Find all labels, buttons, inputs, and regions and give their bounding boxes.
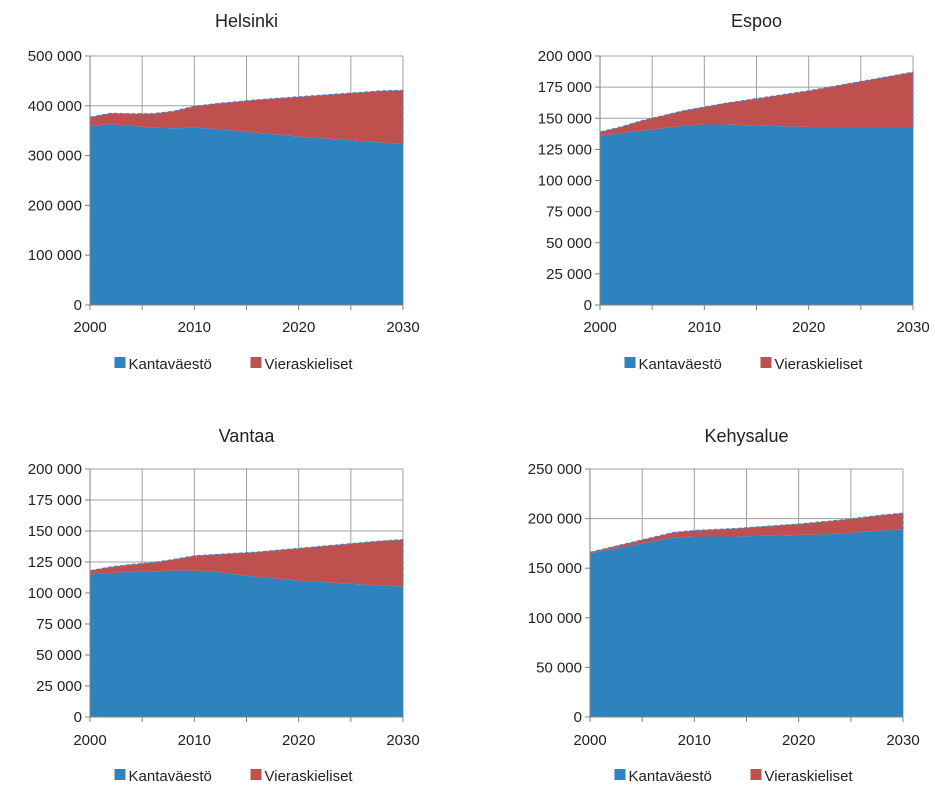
y-tick-label: 300 000 (28, 148, 82, 165)
y-tick-label: 125 000 (538, 141, 592, 158)
y-tick-label: 150 000 (528, 560, 582, 577)
chart-panel-espoo: Espoo 0 25 000 50 000 75 000 100 000 125 000 15… (538, 11, 930, 373)
y-tick-label: 0 (584, 297, 592, 314)
area-kantavaesto (90, 124, 403, 305)
y-tick-label: 0 (574, 709, 582, 726)
area-outline (599, 71, 914, 133)
x-tick-label: 2000 (73, 319, 106, 336)
x-tick-label: 2030 (386, 732, 419, 749)
area-vieraskieliset (90, 539, 403, 587)
x-tick-label: 2010 (678, 732, 711, 749)
area-kantavaesto (90, 570, 403, 717)
legend-swatch-vieraskieliset (760, 357, 772, 368)
y-tick-label: 400 000 (28, 98, 82, 115)
legend-label-vieraskieliset: Vieraskieliset (265, 356, 354, 373)
y-tick-label: 50 000 (36, 647, 82, 664)
area-outline (89, 539, 404, 587)
chart-panel-vantaa: Vantaa 0 25 000 50 000 75 000 100 000 125 000 1… (28, 426, 420, 785)
chart-title: Vantaa (219, 426, 276, 446)
x-tick-label: 2020 (792, 319, 825, 336)
area-kantavaesto (590, 529, 903, 717)
x-tick-label: 2030 (386, 319, 419, 336)
x-tick-label: 2000 (583, 319, 616, 336)
area-vieraskieliset (600, 72, 913, 136)
legend-swatch-vieraskieliset (250, 769, 262, 780)
legend-swatch-vieraskieliset (750, 769, 762, 780)
x-tick-label: 2000 (73, 732, 106, 749)
y-tick-label: 50 000 (536, 659, 582, 676)
y-tick-label: 125 000 (28, 554, 82, 571)
x-tick-label: 2020 (282, 319, 315, 336)
y-tick-label: 250 000 (528, 461, 582, 478)
y-tick-label: 100 000 (28, 585, 82, 602)
chart-legend: Kantaväestö Vieraskieliset (614, 768, 854, 785)
x-tick-label: 2020 (282, 732, 315, 749)
y-tick-label: 200 000 (28, 461, 82, 478)
y-tick-label: 200 000 (528, 511, 582, 528)
legend-label-vieraskieliset: Vieraskieliset (775, 356, 864, 373)
area-outline (589, 512, 904, 553)
legend-swatch-vieraskieliset (250, 357, 262, 368)
y-tick-label: 150 000 (28, 523, 82, 540)
y-tick-label: 100 000 (28, 247, 82, 264)
legend-label-kantavaesto: Kantaväestö (629, 768, 712, 785)
area-kantavaesto (600, 124, 913, 305)
legend-swatch-kantavaesto (114, 357, 126, 368)
chart-title: Helsinki (215, 11, 278, 31)
y-tick-label: 75 000 (546, 204, 592, 221)
legend-label-kantavaesto: Kantaväestö (129, 768, 212, 785)
y-tick-label: 500 000 (28, 48, 82, 65)
x-tick-label: 2010 (688, 319, 721, 336)
x-tick-label: 2010 (178, 732, 211, 749)
legend-label-kantavaesto: Kantaväestö (129, 356, 212, 373)
y-tick-label: 100 000 (538, 173, 592, 190)
area-outline (89, 89, 404, 144)
legend-swatch-kantavaesto (614, 769, 626, 780)
x-tick-label: 2030 (886, 732, 919, 749)
legend-label-vieraskieliset: Vieraskieliset (265, 768, 354, 785)
chart-title: Espoo (731, 11, 782, 31)
y-tick-label: 25 000 (546, 266, 592, 283)
legend-swatch-kantavaesto (624, 357, 636, 368)
chart-title: Kehysalue (704, 426, 788, 446)
area-vieraskieliset (90, 90, 403, 144)
y-tick-label: 200 000 (28, 197, 82, 214)
chart-legend: Kantaväestö Vieraskieliset (624, 356, 864, 373)
y-tick-label: 100 000 (528, 610, 582, 627)
x-tick-label: 2010 (178, 319, 211, 336)
legend-label-vieraskieliset: Vieraskieliset (765, 768, 854, 785)
y-tick-label: 0 (74, 709, 82, 726)
y-tick-label: 0 (74, 297, 82, 314)
y-tick-label: 25 000 (36, 678, 82, 695)
legend-swatch-kantavaesto (114, 769, 126, 780)
chart-legend: Kantaväestö Vieraskieliset (114, 356, 354, 373)
x-tick-label: 2020 (782, 732, 815, 749)
chart-panel-kehysalue: Kehysalue 0 50 000 100 000 150 000 200 000 250… (528, 426, 920, 785)
y-tick-label: 75 000 (36, 616, 82, 633)
y-tick-label: 50 000 (546, 235, 592, 252)
chart-legend: Kantaväestö Vieraskieliset (114, 768, 354, 785)
x-tick-label: 2030 (896, 319, 929, 336)
x-tick-label: 2000 (573, 732, 606, 749)
y-tick-label: 175 000 (538, 79, 592, 96)
area-vieraskieliset (590, 513, 903, 554)
y-tick-label: 150 000 (538, 110, 592, 127)
chart-panel-helsinki: Helsinki 0 100 000 200 000 300 000 400 000 500… (28, 11, 420, 373)
y-tick-label: 175 000 (28, 492, 82, 509)
y-tick-label: 200 000 (538, 48, 592, 65)
legend-label-kantavaesto: Kantaväestö (639, 356, 722, 373)
